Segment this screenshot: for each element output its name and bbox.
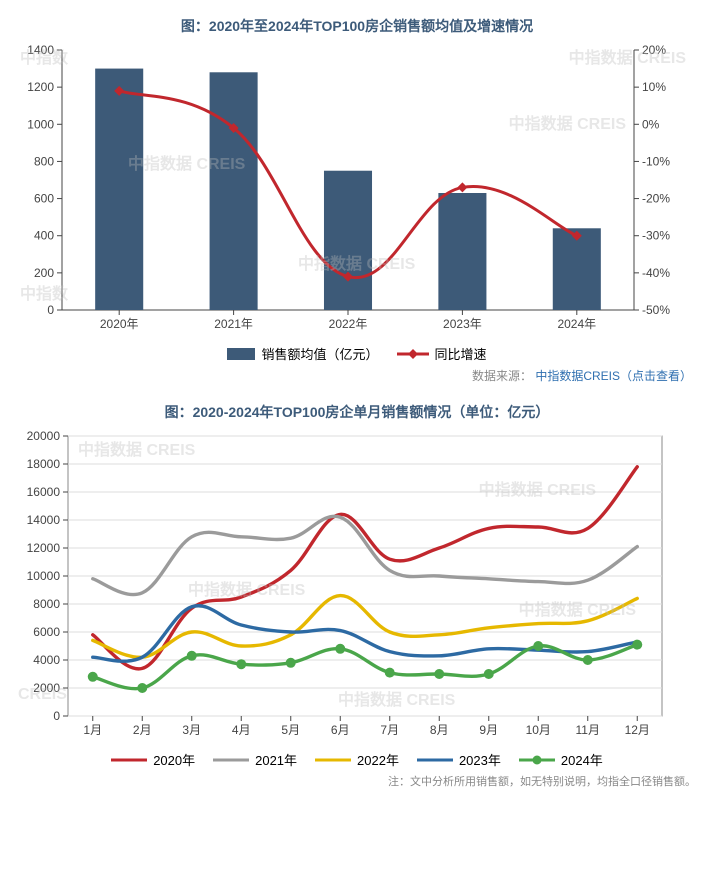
svg-text:-30%: -30% xyxy=(642,229,670,243)
svg-text:20000: 20000 xyxy=(27,429,61,443)
svg-text:11月: 11月 xyxy=(576,723,600,737)
legend-2023年: 2023年 xyxy=(417,750,501,769)
svg-text:10%: 10% xyxy=(642,80,666,94)
svg-text:16000: 16000 xyxy=(27,485,61,499)
source-link[interactable]: 中指数据CREIS（点击查看） xyxy=(535,369,692,383)
svg-text:0: 0 xyxy=(47,303,54,317)
svg-text:9月: 9月 xyxy=(479,723,498,737)
legend-bar: 销售额均值（亿元） xyxy=(227,344,378,363)
svg-text:2022年: 2022年 xyxy=(329,317,368,331)
svg-text:8000: 8000 xyxy=(33,597,60,611)
chart1-source: 数据来源： 中指数据CREIS（点击查看） xyxy=(18,367,692,384)
svg-text:4月: 4月 xyxy=(232,723,251,737)
svg-text:0: 0 xyxy=(53,709,60,723)
chart1-title: 图：2020年至2024年TOP100房企销售额均值及增速情况 xyxy=(18,16,696,36)
svg-text:2000: 2000 xyxy=(33,681,60,695)
svg-text:10000: 10000 xyxy=(27,569,61,583)
svg-text:200: 200 xyxy=(34,266,54,280)
legend-2020年: 2020年 xyxy=(111,750,195,769)
svg-text:-10%: -10% xyxy=(642,154,670,168)
svg-text:1月: 1月 xyxy=(83,723,102,737)
chart2-svg: 0 2000 4000 6000 8000 10000 12000 14000 16000 180… xyxy=(18,426,678,746)
svg-text:600: 600 xyxy=(34,192,54,206)
svg-text:1200: 1200 xyxy=(27,80,54,94)
svg-text:1400: 1400 xyxy=(27,43,54,57)
legend-line: 同比增速 xyxy=(397,344,487,363)
svg-text:8月: 8月 xyxy=(430,723,449,737)
svg-text:0%: 0% xyxy=(642,117,660,131)
svg-text:-50%: -50% xyxy=(642,303,670,317)
legend-2021年: 2021年 xyxy=(213,750,297,769)
svg-text:3月: 3月 xyxy=(182,723,201,737)
svg-text:1000: 1000 xyxy=(27,117,54,131)
chart1-svg: 0 200 400 600 800 1000 1200 1400 -50% -40% -30% -20… xyxy=(18,40,678,340)
chart2-wrap: 0 2000 4000 6000 8000 10000 12000 14000 16000 180… xyxy=(18,426,696,746)
svg-text:20%: 20% xyxy=(642,43,666,57)
svg-text:-40%: -40% xyxy=(642,266,670,280)
svg-text:5月: 5月 xyxy=(281,723,300,737)
svg-text:800: 800 xyxy=(34,154,54,168)
chart2-footnote: 注：文中分析所用销售额，如无特别说明，均指全口径销售额。 xyxy=(18,773,696,789)
svg-text:2021年: 2021年 xyxy=(214,317,253,331)
svg-text:10月: 10月 xyxy=(526,723,551,737)
svg-text:14000: 14000 xyxy=(27,513,61,527)
svg-text:2023年: 2023年 xyxy=(443,317,482,331)
svg-text:2024年: 2024年 xyxy=(557,317,596,331)
svg-text:6月: 6月 xyxy=(331,723,350,737)
legend-2024年: 2024年 xyxy=(519,750,603,769)
chart2-legend: 2020年 2021年 2022年 2023年 2024年 xyxy=(18,750,696,769)
chart1-legend: 销售额均值（亿元） 同比增速 xyxy=(18,344,696,363)
svg-text:6000: 6000 xyxy=(33,625,60,639)
svg-text:7月: 7月 xyxy=(380,723,399,737)
svg-text:400: 400 xyxy=(34,229,54,243)
svg-text:2020年: 2020年 xyxy=(100,317,139,331)
svg-text:18000: 18000 xyxy=(27,457,61,471)
chart1-wrap: 0 200 400 600 800 1000 1200 1400 -50% -40% -30% -20… xyxy=(18,40,696,340)
svg-text:12月: 12月 xyxy=(625,723,650,737)
legend-2022年: 2022年 xyxy=(315,750,399,769)
svg-text:4000: 4000 xyxy=(33,653,60,667)
chart2-title: 图：2020-2024年TOP100房企单月销售额情况（单位：亿元） xyxy=(18,402,696,422)
svg-text:12000: 12000 xyxy=(27,541,61,555)
svg-text:2月: 2月 xyxy=(133,723,152,737)
svg-text:-20%: -20% xyxy=(642,192,670,206)
source-prefix: 数据来源： xyxy=(472,369,532,383)
